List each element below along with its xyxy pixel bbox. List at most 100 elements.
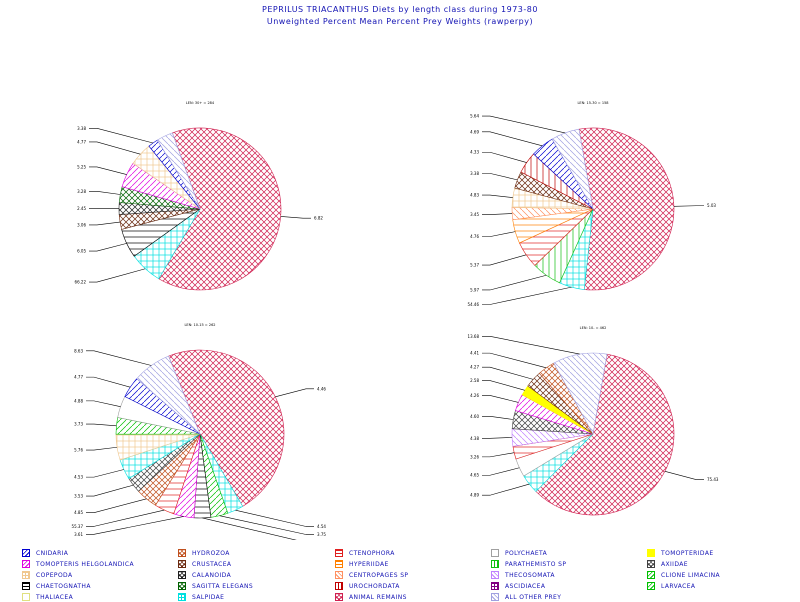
- leader-line: [482, 353, 546, 368]
- legend-label: AXIIDAE: [661, 561, 688, 568]
- legend-item: ASCIDIACEA: [491, 581, 545, 591]
- pie-slice: [579, 128, 674, 290]
- legend-swatch: [178, 582, 186, 590]
- legend-item: CRUSTACEA: [178, 559, 231, 569]
- leader-line: [86, 351, 151, 366]
- legend-item: CHAETOGNATHA: [22, 581, 91, 591]
- leader-line: [281, 216, 311, 218]
- legend-item: POLYCHAETA: [491, 548, 547, 558]
- slice-label: 5.03: [707, 203, 716, 208]
- leader-line: [482, 416, 513, 419]
- legend-swatch: [647, 571, 655, 579]
- legend-swatch: [335, 582, 343, 590]
- legend-item: LARVACEA: [647, 581, 695, 591]
- slice-label: 3.06: [77, 222, 86, 227]
- legend-item: HYPERIIDAE: [335, 559, 389, 569]
- slice-label: 3.38: [77, 126, 86, 131]
- leader-line: [482, 232, 515, 237]
- legend-label: THECOSOMATA: [505, 572, 555, 579]
- slice-label: 3.75: [317, 532, 326, 537]
- legend-item: THECOSOMATA: [491, 570, 555, 580]
- slice-label: 4.38: [470, 436, 479, 441]
- leader-line: [89, 243, 127, 251]
- legend-swatch: [647, 560, 655, 568]
- leader-line: [86, 499, 147, 513]
- legend-swatch: [491, 549, 499, 557]
- legend-label: CLIONE LIMACINA: [661, 572, 720, 579]
- leader-line: [482, 173, 517, 179]
- leader-line: [482, 255, 526, 265]
- legend-item: CTENOPHORA: [335, 548, 395, 558]
- legend: CNIDARIA HYDROZOA CTENOPHORA POLYCHAETA TOMO…: [0, 544, 800, 600]
- pie-title: LEN: 30+ = 284: [186, 101, 215, 105]
- leader-line: [89, 142, 140, 154]
- legend-swatch: [22, 560, 30, 568]
- legend-swatch: [491, 571, 499, 579]
- legend-item: AXIIDAE: [647, 559, 688, 569]
- leader-line: [482, 437, 512, 438]
- legend-label: CNIDARIA: [36, 550, 68, 557]
- slice-label: 3.53: [74, 494, 83, 499]
- legend-label: CHAETOGNATHA: [36, 583, 91, 590]
- legend-label: ANIMAL REMAINS: [349, 594, 407, 601]
- pie-title: LEN: 10- = 462: [580, 326, 607, 330]
- slice-label: 4.27: [470, 365, 479, 370]
- legend-label: CALANOIDA: [192, 572, 231, 579]
- legend-item: COPEPODA: [22, 570, 72, 580]
- legend-item: TOMOPTERIDAE: [647, 548, 714, 558]
- pie-title: LEN: 10-15 = 262: [184, 323, 215, 327]
- leader-line: [482, 367, 533, 379]
- legend-label: COPEPODA: [36, 572, 72, 579]
- leader-line: [482, 468, 519, 475]
- legend-item: CLIONE LIMACINA: [647, 570, 720, 580]
- slice-label: 4.85: [74, 510, 83, 515]
- slice-label: 4.33: [470, 150, 479, 155]
- legend-item: SAGITTA ELEGANS: [178, 581, 253, 591]
- leader-line: [89, 191, 120, 194]
- slice-label: 2.58: [470, 378, 479, 383]
- slice-label: 2.45: [77, 206, 86, 211]
- slice-label: 4.89: [470, 493, 479, 498]
- leader-line: [86, 424, 116, 426]
- leader-line: [202, 518, 314, 540]
- legend-item: ANIMAL REMAINS: [335, 592, 407, 602]
- leader-line: [86, 447, 117, 450]
- leader-line: [86, 485, 133, 496]
- slice-label: 4.60: [470, 414, 479, 419]
- legend-item: UROCHORDATA: [335, 581, 400, 591]
- leader-line: [86, 401, 121, 407]
- leader-line: [665, 471, 704, 479]
- slice-label: 4.26: [470, 393, 479, 398]
- slice-label: 6.82: [314, 216, 323, 221]
- leader-line: [482, 395, 518, 402]
- legend-item: CNIDARIA: [22, 548, 68, 558]
- legend-item: SALPIDAE: [178, 592, 224, 602]
- slice-label: 55.37: [72, 524, 84, 529]
- slice-label: 5.64: [470, 114, 479, 119]
- leader-line: [674, 206, 704, 207]
- legend-label: ALL OTHER PREY: [505, 594, 561, 601]
- legend-label: THALIACEA: [36, 594, 73, 601]
- leader-line: [86, 377, 130, 387]
- slice-label: 66.22: [75, 280, 87, 285]
- leader-line: [482, 453, 514, 457]
- legend-label: SALPIDAE: [192, 594, 224, 601]
- legend-swatch: [335, 560, 343, 568]
- legend-label: UROCHORDATA: [349, 583, 400, 590]
- slice-label: 5.97: [470, 287, 479, 292]
- legend-swatch: [22, 571, 30, 579]
- leader-line: [89, 222, 120, 225]
- legend-swatch: [178, 571, 186, 579]
- legend-item: ALL OTHER PREY: [491, 592, 561, 602]
- slice-label: 4.76: [470, 234, 479, 239]
- legend-label: SAGITTA ELEGANS: [192, 583, 253, 590]
- slice-label: 75.43: [707, 477, 719, 482]
- legend-label: HYPERIIDAE: [349, 561, 389, 568]
- slice-label: 4.77: [77, 139, 86, 144]
- legend-item: HYDROZOA: [178, 548, 230, 558]
- legend-swatch: [647, 549, 655, 557]
- legend-item: CALANOIDA: [178, 570, 231, 580]
- leader-line: [89, 167, 127, 175]
- slice-label: 5.76: [74, 448, 83, 453]
- legend-label: TOMOPTERIDAE: [661, 550, 714, 557]
